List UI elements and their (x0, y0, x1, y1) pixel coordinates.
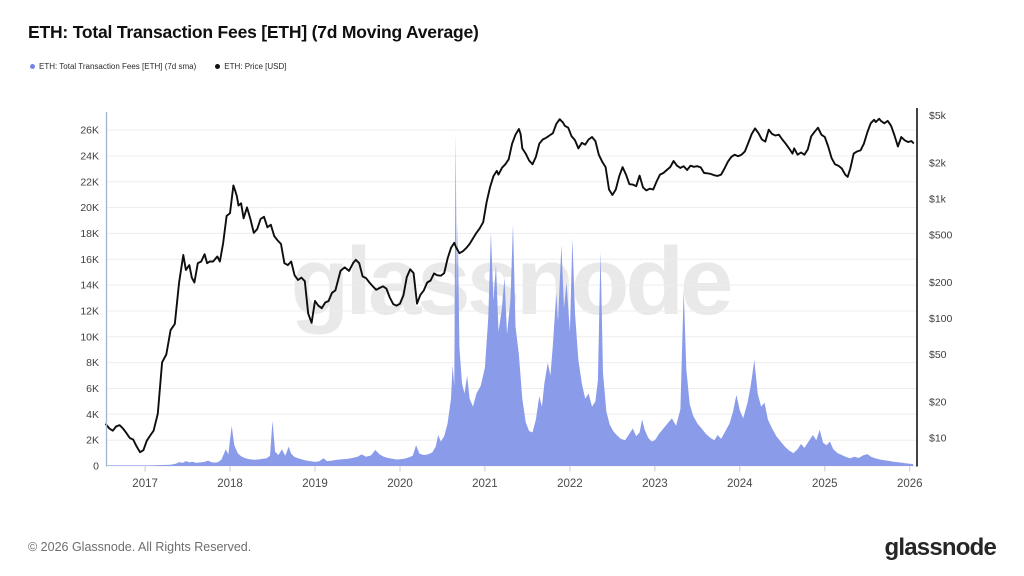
left-axis-tick-label: 20K (80, 202, 99, 214)
left-axis-tick-label: 12K (80, 306, 99, 318)
right-axis-tick-label: $20 (929, 397, 947, 409)
right-axis-tick-label: $200 (929, 277, 953, 289)
legend-swatch-fees-icon (30, 64, 35, 69)
legend-label-fees: ETH: Total Transaction Fees [ETH] (7d sm… (39, 62, 197, 71)
x-axis-year-label: 2026 (897, 478, 923, 490)
fees-area-series (106, 134, 914, 466)
x-axis-year-label: 2022 (557, 478, 583, 490)
left-axis-tick-label: 4K (86, 409, 99, 421)
x-axis-year-label: 2019 (302, 478, 328, 490)
left-axis-tick-label: 22K (80, 176, 99, 188)
left-axis-tick-label: 18K (80, 228, 99, 240)
x-axis-year-label: 2018 (217, 478, 243, 490)
x-axis-year-label: 2025 (812, 478, 838, 490)
left-axis-tick-label: 0 (93, 461, 99, 473)
left-axis-tick-label: 8K (86, 357, 99, 369)
glassnode-logo: glassnode (884, 534, 997, 561)
right-axis-tick-label: $100 (929, 313, 953, 325)
left-axis-tick-label: 6K (86, 383, 99, 395)
copyright-text: © 2026 Glassnode. All Rights Reserved. (28, 540, 252, 554)
right-axis-tick-label: $2k (929, 158, 947, 170)
right-axis-tick-label: $1k (929, 194, 947, 206)
left-axis-tick-label: 2K (86, 435, 99, 447)
chart-legend: ETH: Total Transaction Fees [ETH] (7d sm… (30, 62, 286, 71)
legend-item-price[interactable]: ETH: Price [USD] (215, 62, 286, 71)
left-axis-tick-label: 14K (80, 280, 99, 292)
right-axis-tick-label: $10 (929, 433, 947, 445)
left-axis-tick-label: 24K (80, 150, 99, 162)
left-axis-tick-label: 16K (80, 254, 99, 266)
legend-swatch-price-icon (215, 64, 221, 69)
price-line-series (105, 117, 915, 454)
x-axis-year-label: 2017 (132, 478, 158, 490)
x-axis-year-label: 2023 (642, 478, 668, 490)
x-axis-year-label: 2024 (727, 478, 753, 490)
right-axis-tick-label: $50 (929, 349, 947, 361)
legend-label-price: ETH: Price [USD] (224, 62, 287, 71)
x-axis-year-label: 2020 (387, 478, 413, 490)
legend-item-fees[interactable]: ETH: Total Transaction Fees [ETH] (7d sm… (30, 62, 196, 71)
x-axis-year-label: 2021 (472, 478, 498, 490)
left-axis-tick-label: 10K (80, 331, 99, 343)
chart-title: ETH: Total Transaction Fees [ETH] (7d Mo… (28, 22, 479, 42)
left-axis-tick-label: 26K (80, 125, 99, 137)
right-axis-tick-label: $5k (929, 110, 947, 122)
right-axis-tick-label: $500 (929, 230, 953, 242)
